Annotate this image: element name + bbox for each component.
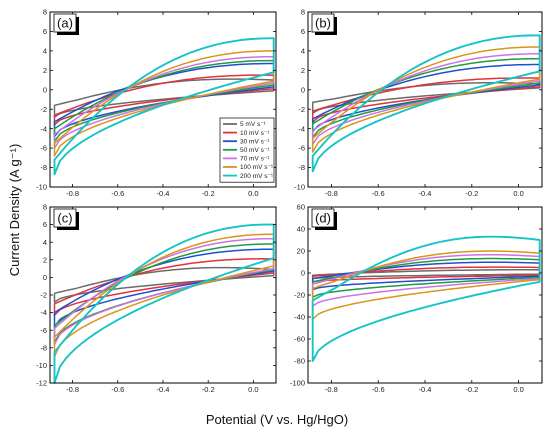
- cv-curve-200-mV: [311, 235, 541, 362]
- legend-label: 100 mV s⁻¹: [240, 164, 274, 171]
- y-tick-label: -8: [40, 163, 47, 172]
- panel-label-box: [311, 13, 335, 33]
- x-tick-label: 0.0: [248, 385, 258, 394]
- panel-label-text: (c): [57, 211, 72, 226]
- x-tick-label: -0.2: [202, 385, 215, 394]
- cv-curve-200-mV: [53, 37, 275, 176]
- y-tick-label: 60: [297, 203, 305, 212]
- y-tick-label: -10: [294, 183, 305, 192]
- y-tick-label: -20: [294, 291, 305, 300]
- x-tick-label: -0.2: [465, 189, 478, 198]
- panel-label-box: [311, 208, 335, 228]
- x-tick-label: -0.4: [157, 189, 170, 198]
- y-tick-label: -4: [40, 308, 47, 317]
- panel-c: -12 -10 -8 -6 -4 -2 0 2 4 6 8 -0.8 -0.6 -0.4 -0.2 0.0 (c…: [36, 203, 277, 394]
- x-tick-label: 0.0: [513, 189, 523, 198]
- y-tick-label: -10: [36, 361, 47, 370]
- curves: [53, 223, 275, 384]
- panel-label-box: [53, 208, 77, 228]
- y-tick-label: 4: [301, 46, 305, 55]
- panel-label-text: (b): [315, 16, 331, 31]
- y-tick-label: -8: [40, 343, 47, 352]
- y-tick-label: 0: [301, 85, 305, 94]
- y-tick-label: 40: [297, 225, 305, 234]
- x-tick-label: 0.0: [248, 189, 258, 198]
- legend-label: 30 mV s⁻¹: [240, 138, 270, 145]
- y-tick-label: 2: [43, 255, 47, 264]
- y-tick-label: -6: [40, 326, 47, 335]
- x-tick-label: -0.8: [66, 189, 79, 198]
- curves: [311, 235, 541, 362]
- x-axis-title: Potential (V vs. Hg/HgO): [206, 412, 348, 427]
- x-tick-label: -0.4: [419, 189, 432, 198]
- x-tick-label: 0.0: [513, 385, 523, 394]
- cv-curve-200-mV: [53, 223, 275, 384]
- panel-label: (a): [53, 13, 79, 35]
- panel-label-text: (a): [57, 16, 73, 31]
- y-tick-label: -12: [36, 379, 47, 388]
- y-tick-label: 4: [43, 46, 47, 55]
- legend-label: 200 mV s⁻¹: [240, 173, 274, 180]
- y-tick-label: 2: [43, 66, 47, 75]
- x-tick-label: -0.2: [202, 189, 215, 198]
- panel-label-text: (d): [315, 211, 331, 226]
- panel-label: (d): [311, 208, 337, 230]
- panel-label-box: [53, 13, 77, 33]
- y-tick-label: 6: [301, 27, 305, 36]
- cv-curve-10-mV: [53, 74, 275, 126]
- y-tick-label: 6: [43, 27, 47, 36]
- y-tick-label: -6: [40, 144, 47, 153]
- x-tick-label: -0.6: [372, 385, 385, 394]
- plot-frame: [307, 206, 543, 384]
- panel-label: (c): [53, 208, 79, 230]
- y-tick-label: 4: [43, 238, 47, 247]
- y-tick-label: -10: [36, 183, 47, 192]
- x-tick-label: -0.8: [66, 385, 79, 394]
- y-tick-label: 2: [301, 66, 305, 75]
- y-tick-label: 8: [301, 8, 305, 17]
- legend-label: 10 mV s⁻¹: [240, 130, 270, 137]
- y-tick-label: 8: [43, 8, 47, 17]
- curves: [311, 34, 541, 173]
- y-tick-label: -2: [40, 105, 47, 114]
- y-tick-label: -100: [290, 379, 305, 388]
- cv-curve-70-mV: [53, 237, 275, 346]
- x-tick-label: -0.8: [325, 385, 338, 394]
- y-tick-label: 8: [43, 203, 47, 212]
- y-tick-label: -80: [294, 357, 305, 366]
- y-axis-title: Current Density (A g⁻¹): [7, 144, 22, 277]
- legend-label: 5 mV s⁻¹: [240, 121, 267, 128]
- panel-b: -10 -8 -6 -4 -2 0 2 4 6 8 -0.8 -0.6 -0.4 -0.2 0.0 (b): [294, 8, 543, 198]
- x-tick-label: -0.4: [419, 385, 432, 394]
- x-tick-label: -0.4: [157, 385, 170, 394]
- cv-curve-200-mV: [311, 34, 541, 173]
- y-tick-label: -6: [298, 144, 305, 153]
- y-tick-label: 6: [43, 220, 47, 229]
- y-tick-label: -40: [294, 313, 305, 322]
- y-tick-label: -4: [40, 124, 47, 133]
- y-tick-label: 0: [301, 269, 305, 278]
- x-tick-label: -0.2: [465, 385, 478, 394]
- y-tick-label: -2: [298, 105, 305, 114]
- legend-label: 50 mV s⁻¹: [240, 147, 270, 154]
- x-tick-label: -0.6: [111, 189, 124, 198]
- panel-a: -10 -8 -6 -4 -2 0 2 4 6 8 -0.8 -0.6 -0.4 -0.2 0.0 (a) 5 …: [36, 8, 277, 198]
- panel-label: (b): [311, 13, 337, 35]
- y-tick-label: -4: [298, 124, 305, 133]
- x-tick-label: -0.6: [372, 189, 385, 198]
- legend-label: 70 mV s⁻¹: [240, 156, 270, 163]
- y-tick-label: -8: [298, 163, 305, 172]
- y-tick-label: 20: [297, 247, 305, 256]
- x-tick-label: -0.6: [111, 385, 124, 394]
- y-tick-label: -2: [40, 291, 47, 300]
- y-tick-label: 0: [43, 273, 47, 282]
- x-tick-label: -0.8: [325, 189, 338, 198]
- legend: 5 mV s⁻¹ 10 mV s⁻¹30 mV s⁻¹ 50 mV s⁻¹ 70 mV…: [219, 117, 275, 183]
- y-tick-label: -60: [294, 335, 305, 344]
- y-tick-label: 0: [43, 85, 47, 94]
- panel-d: -100 -80 -60 -40 -20 0 20 40 60 -0.8 -0.6 -0.4 -0.2 0…: [290, 203, 543, 394]
